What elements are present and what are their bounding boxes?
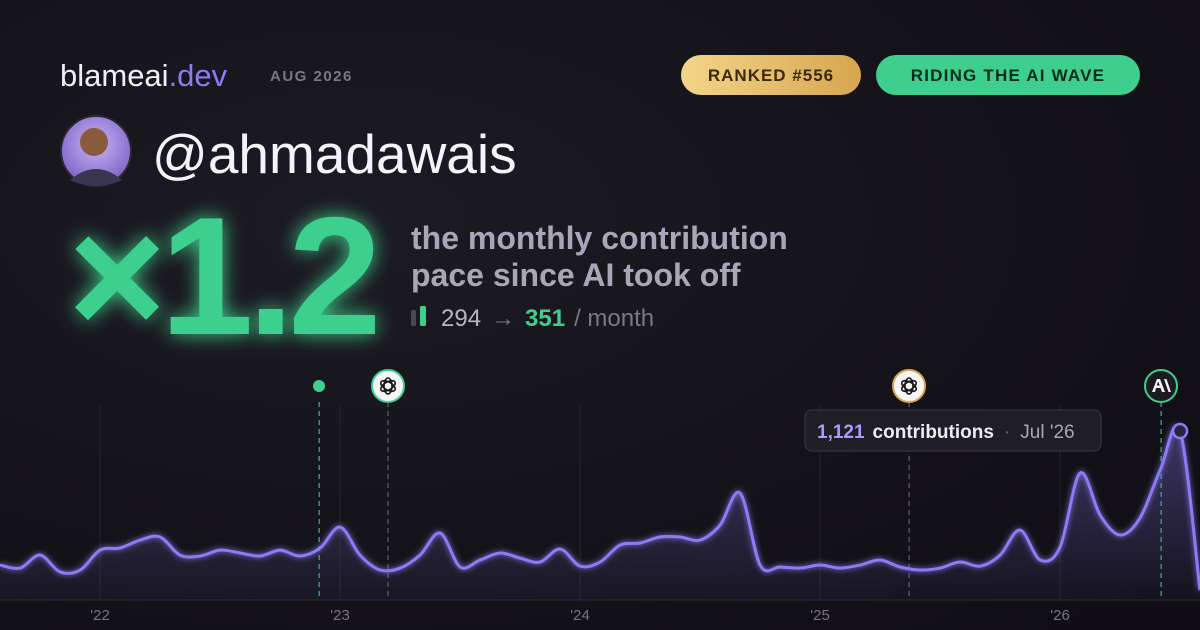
chart: '22 '23 '24 '25 '26 (0, 402, 1200, 624)
tooltip-box (804, 409, 1102, 452)
stat-after: 351 (525, 305, 565, 332)
event-icon (892, 369, 926, 403)
brand-tld: .dev (169, 58, 228, 93)
stat-icon (420, 306, 426, 326)
x-tick-label: '24 (570, 607, 590, 624)
x-tick-label: '26 (1050, 607, 1070, 624)
peak-marker (1171, 422, 1189, 440)
tooltip-text: 1,121 contributions · Jul '26 (817, 422, 1075, 443)
x-tick-label: '23 (330, 607, 350, 624)
period: AUG 2026 (270, 68, 353, 85)
status-badge (876, 55, 1140, 95)
event-icons (313, 369, 1178, 403)
stat-arrow: → (491, 305, 515, 332)
event-icon (371, 369, 405, 403)
tooltip: 1,121 contributions · Jul '26 (804, 409, 1102, 452)
icon-circle (892, 369, 926, 403)
username: @ahmadawais (152, 123, 517, 185)
tooltip-value: 1,121 (817, 422, 865, 443)
stat-icon (411, 310, 416, 326)
tooltip-unit: contributions (873, 422, 994, 443)
event-icon (1144, 369, 1178, 403)
brand-name: blameai (60, 58, 169, 93)
tooltip-separator: · (1004, 422, 1010, 443)
icon-glyph (1152, 379, 1171, 392)
tooltip-date: Jul '26 (1020, 422, 1074, 443)
stat-before: 294 (441, 305, 481, 332)
avatar-face (80, 128, 108, 156)
rank-badge (681, 55, 861, 95)
description-line: pace since AI took off (411, 257, 741, 293)
icon-glyph (379, 377, 397, 395)
description-line: the monthly contribution (411, 220, 788, 256)
icon-glyph (900, 377, 918, 395)
x-tick-label: '22 (90, 607, 110, 624)
event-dot (313, 380, 325, 392)
status-badge-text: RIDING THE AI WAVE (911, 66, 1105, 85)
avatar-body (70, 169, 122, 186)
rank-badge-text: RANKED #556 (708, 66, 834, 85)
brand: blameai.dev (60, 58, 228, 93)
icon-circle (371, 369, 405, 403)
multiplier: ×1.2 (68, 182, 376, 370)
x-tick-label: '25 (810, 607, 830, 624)
stats: 294 → 351 / month (441, 305, 654, 332)
stat-unit: / month (574, 305, 654, 332)
line (0, 424, 1200, 591)
